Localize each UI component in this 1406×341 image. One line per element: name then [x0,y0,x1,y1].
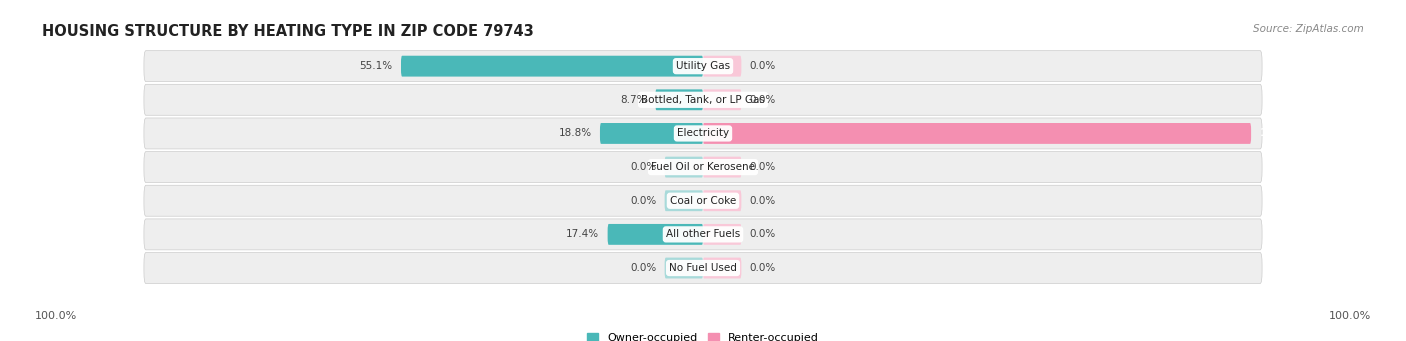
FancyBboxPatch shape [143,253,1263,283]
FancyBboxPatch shape [607,224,703,245]
Text: 18.8%: 18.8% [558,129,592,138]
FancyBboxPatch shape [665,257,703,279]
FancyBboxPatch shape [143,84,1263,115]
Text: HOUSING STRUCTURE BY HEATING TYPE IN ZIP CODE 79743: HOUSING STRUCTURE BY HEATING TYPE IN ZIP… [42,24,534,39]
FancyBboxPatch shape [703,157,741,178]
Text: 17.4%: 17.4% [567,229,599,239]
Text: Utility Gas: Utility Gas [676,61,730,71]
Text: 8.7%: 8.7% [620,95,647,105]
Text: Bottled, Tank, or LP Gas: Bottled, Tank, or LP Gas [641,95,765,105]
FancyBboxPatch shape [143,118,1263,149]
Text: 0.0%: 0.0% [749,95,776,105]
FancyBboxPatch shape [703,123,1251,144]
FancyBboxPatch shape [600,123,703,144]
Legend: Owner-occupied, Renter-occupied: Owner-occupied, Renter-occupied [586,333,820,341]
Text: Coal or Coke: Coal or Coke [669,196,737,206]
FancyBboxPatch shape [703,56,741,77]
Text: 100.0%: 100.0% [1329,311,1371,321]
Text: 55.1%: 55.1% [360,61,392,71]
FancyBboxPatch shape [143,152,1263,182]
FancyBboxPatch shape [703,89,741,110]
Text: 0.0%: 0.0% [749,61,776,71]
Text: Source: ZipAtlas.com: Source: ZipAtlas.com [1253,24,1364,34]
FancyBboxPatch shape [143,219,1263,250]
Text: 0.0%: 0.0% [749,263,776,273]
Text: Fuel Oil or Kerosene: Fuel Oil or Kerosene [651,162,755,172]
Text: 0.0%: 0.0% [749,196,776,206]
Text: Electricity: Electricity [676,129,730,138]
Text: No Fuel Used: No Fuel Used [669,263,737,273]
Text: 100.0%: 100.0% [35,311,77,321]
FancyBboxPatch shape [665,157,703,178]
FancyBboxPatch shape [703,224,741,245]
Text: 0.0%: 0.0% [630,162,657,172]
FancyBboxPatch shape [655,89,703,110]
Text: 0.0%: 0.0% [749,162,776,172]
Text: 0.0%: 0.0% [630,263,657,273]
FancyBboxPatch shape [703,257,741,279]
Text: 100.0%: 100.0% [1260,129,1303,138]
FancyBboxPatch shape [143,185,1263,216]
FancyBboxPatch shape [143,51,1263,81]
Text: 0.0%: 0.0% [749,229,776,239]
Text: 0.0%: 0.0% [630,196,657,206]
FancyBboxPatch shape [401,56,703,77]
FancyBboxPatch shape [703,190,741,211]
Text: All other Fuels: All other Fuels [666,229,740,239]
FancyBboxPatch shape [665,190,703,211]
